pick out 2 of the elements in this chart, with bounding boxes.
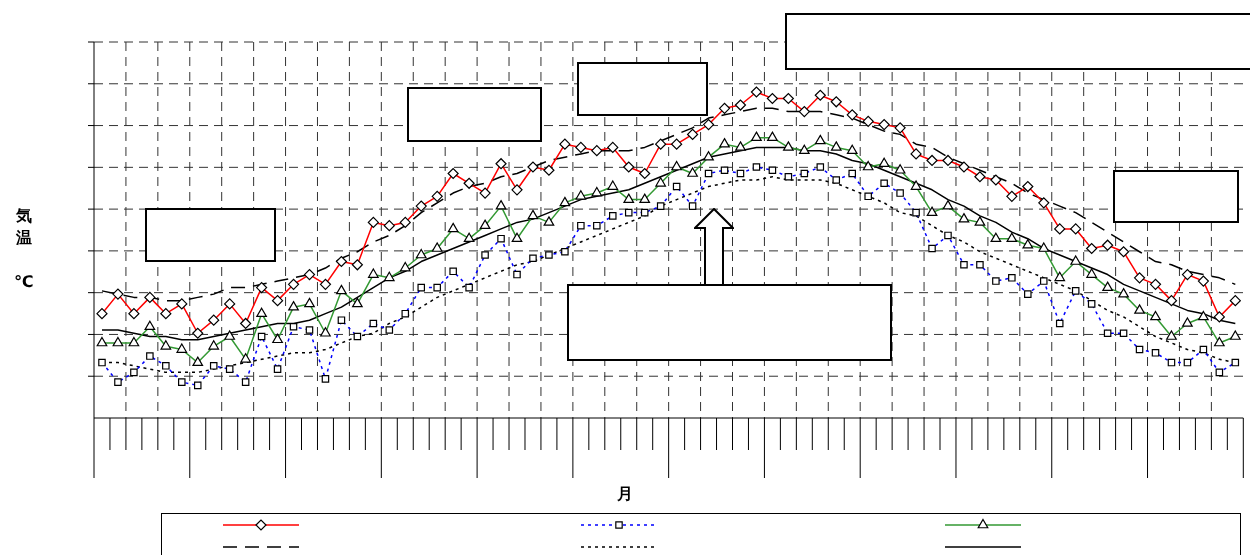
x-axis-title: 月 bbox=[616, 484, 634, 505]
text: 気温 ℃ bbox=[14, 206, 34, 291]
